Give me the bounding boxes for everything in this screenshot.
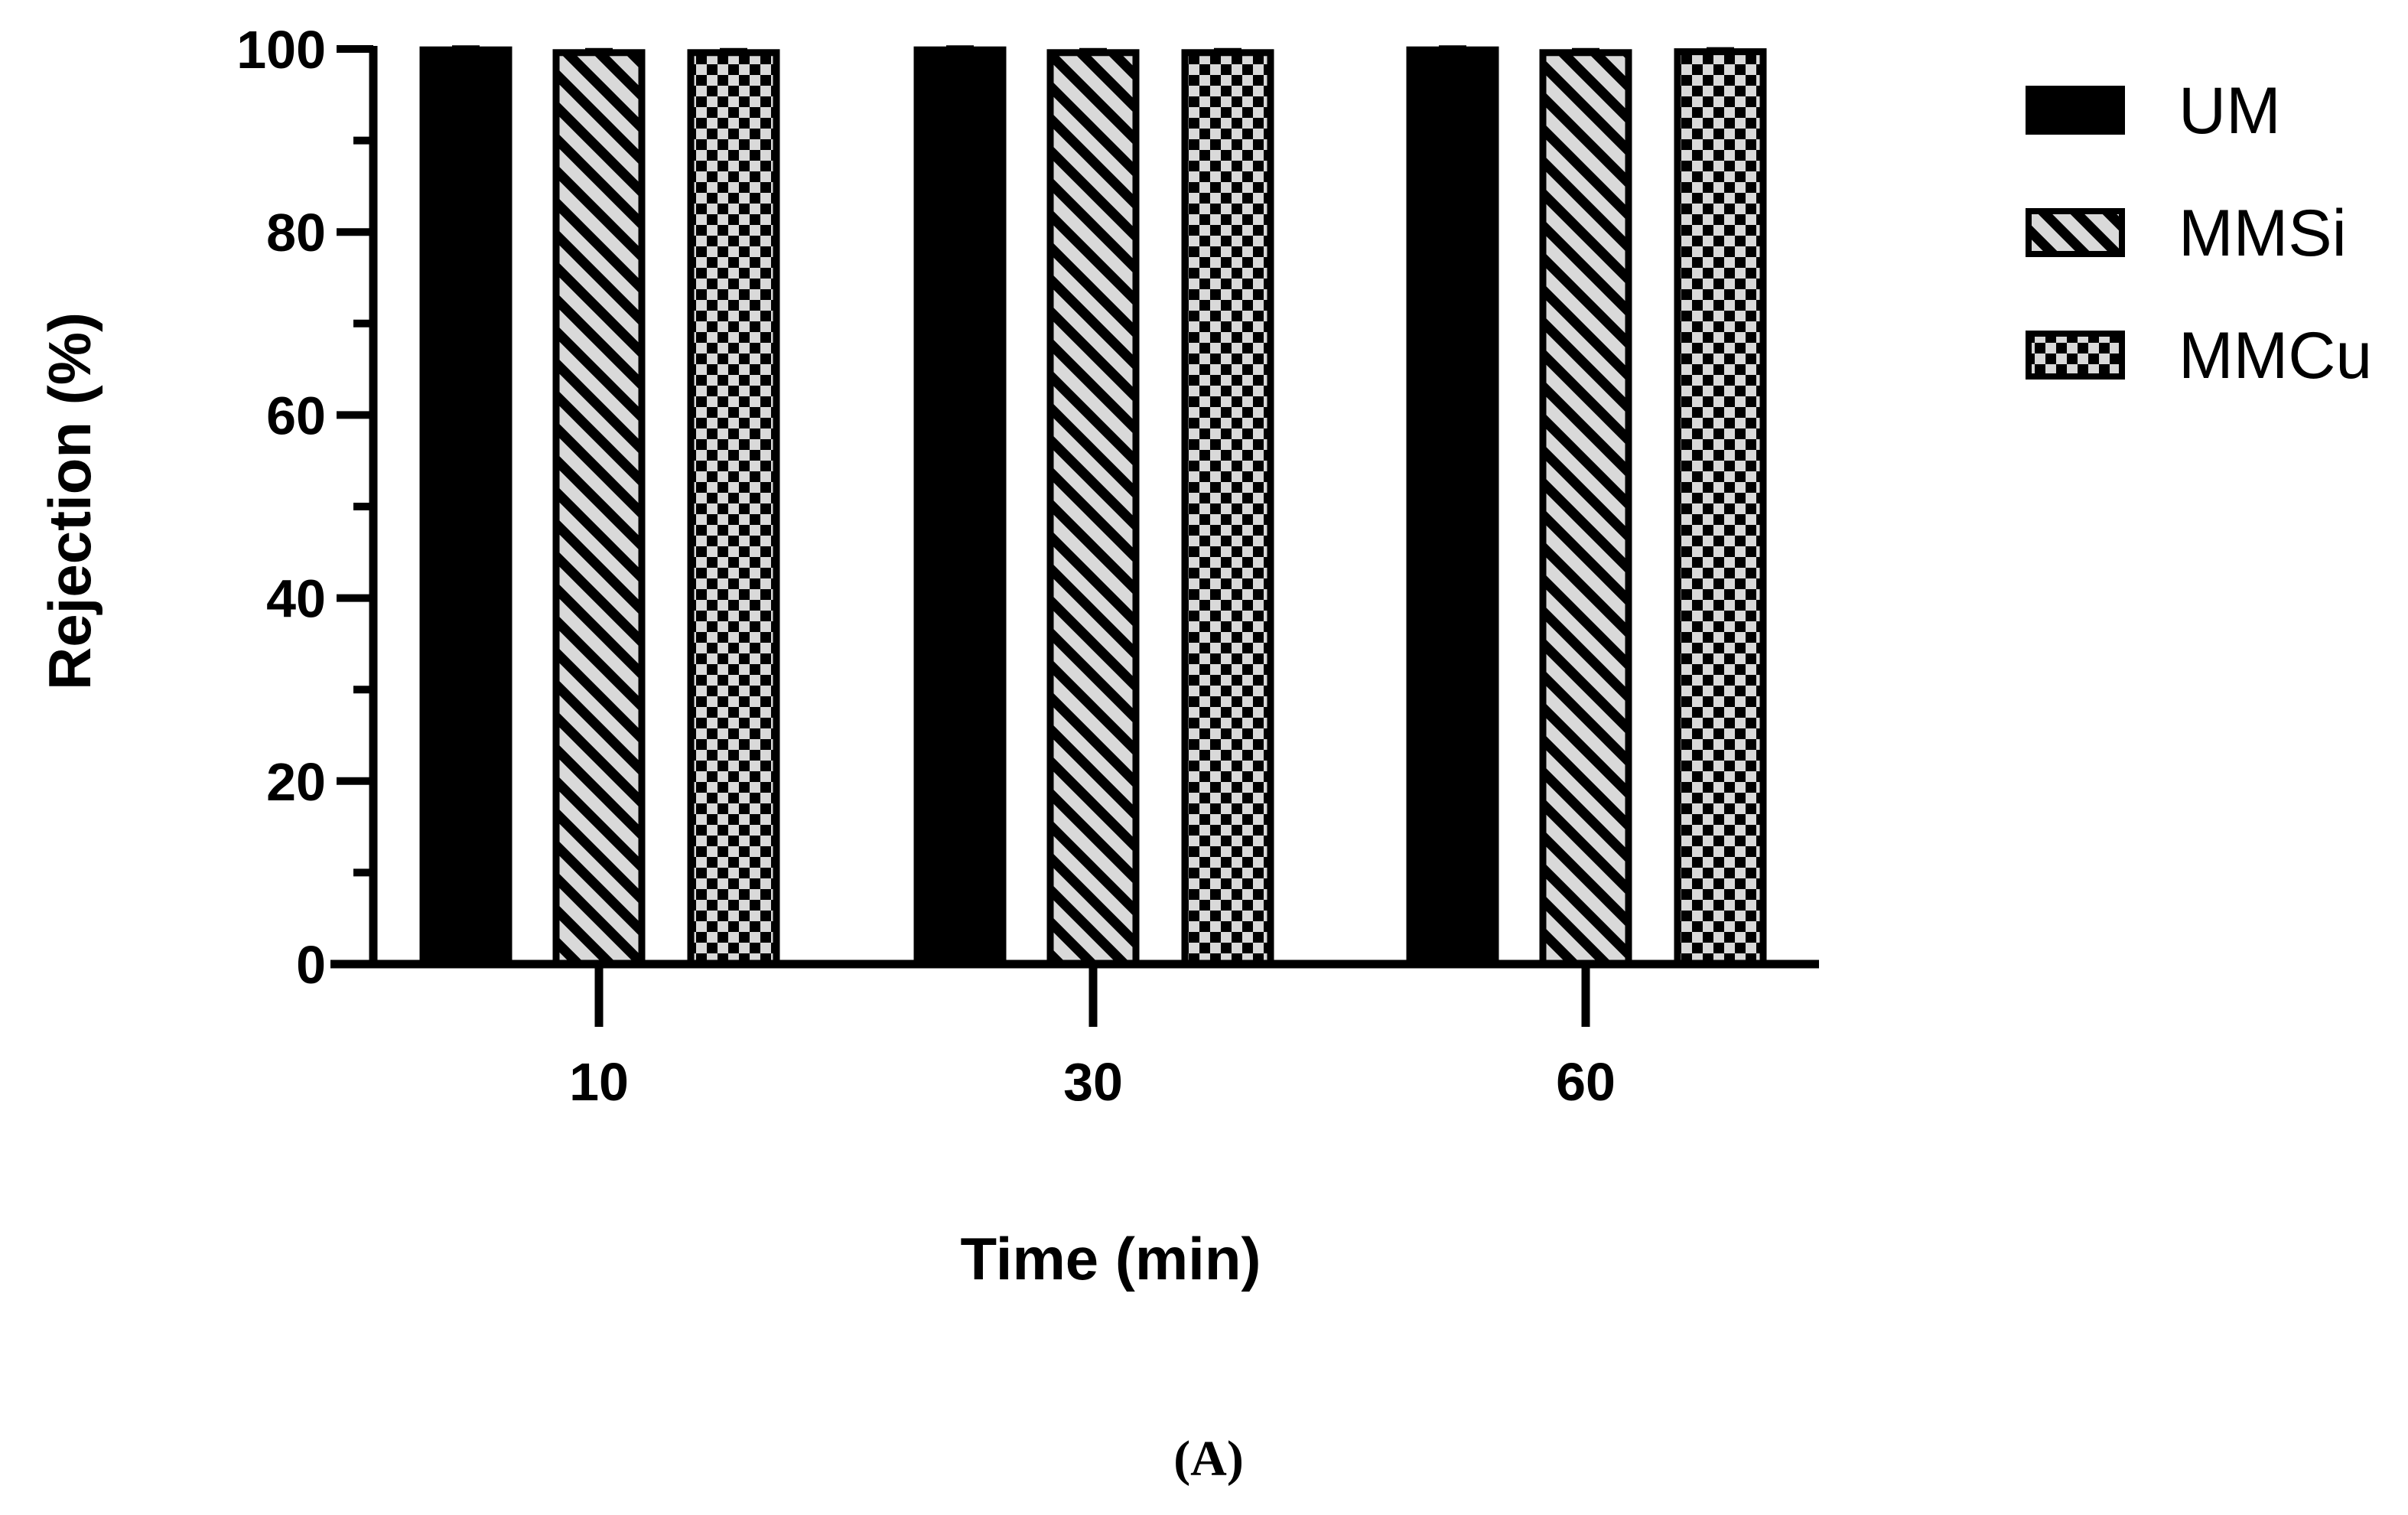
y-tick-label: 100 [236, 20, 326, 80]
bar-mmcu-60 [1674, 48, 1767, 968]
y-tick-label: 0 [296, 935, 326, 995]
bar-um-10 [419, 46, 513, 968]
legend-swatch-mmsi [2026, 208, 2125, 257]
x-tick-label: 10 [569, 1052, 629, 1112]
bars [419, 45, 1767, 968]
bar-mmsi-10 [552, 49, 646, 968]
y-axis: 0 20 40 60 80 100 [236, 20, 378, 995]
panel-label: (A) [1173, 1431, 1244, 1487]
bar-um-60 [1406, 46, 1499, 968]
bar-mmsi-30 [1046, 49, 1140, 968]
y-tick-label: 80 [266, 203, 326, 262]
x-axis-title: Time (min) [961, 1225, 1261, 1292]
bar-mmcu-10 [687, 49, 780, 968]
x-tick-label: 60 [1556, 1052, 1616, 1112]
legend-label-mmcu: MMCu [2179, 319, 2372, 393]
legend: UM MMSi MMCu [2026, 74, 2372, 393]
x-axis: 10 30 60 [330, 960, 1819, 1112]
legend-label-mmsi: MMSi [2179, 197, 2347, 270]
bar-um-30 [913, 46, 1007, 968]
x-tick-label: 30 [1063, 1052, 1123, 1112]
legend-swatch-mmcu [2026, 331, 2125, 380]
y-tick-label: 60 [266, 386, 326, 445]
legend-label-um: UM [2179, 74, 2281, 148]
plot-area: 0 20 40 60 80 100 10 30 60 [236, 20, 1819, 1112]
bar-mmsi-60 [1539, 49, 1632, 968]
y-tick-label: 20 [266, 752, 326, 812]
legend-swatch-um [2026, 86, 2125, 135]
y-axis-title: Rejection (%) [36, 312, 103, 690]
y-tick-label: 40 [266, 569, 326, 629]
bar-mmcu-30 [1181, 49, 1274, 968]
